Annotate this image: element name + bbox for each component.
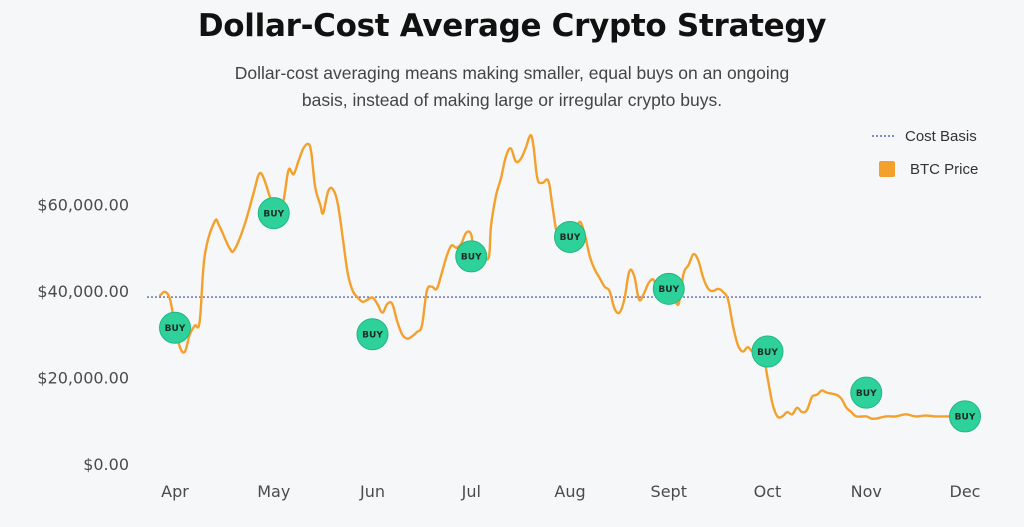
buy-marker-label: BUY — [658, 285, 679, 295]
x-tick-label: Jul — [461, 482, 481, 501]
buy-marker-label: BUY — [955, 413, 976, 423]
x-tick-label: Dec — [950, 482, 981, 501]
buy-marker-circle — [652, 272, 685, 305]
buy-marker: BUY — [652, 272, 685, 305]
buy-marker: BUY — [949, 400, 981, 433]
y-tick-label: $20,000.00 — [37, 369, 129, 388]
buy-marker: BUY — [554, 220, 586, 253]
buy-marker-label: BUY — [757, 348, 778, 358]
buy-marker: BUY — [751, 335, 784, 368]
buy-marker-circle — [554, 220, 586, 253]
x-tick-label: Sept — [651, 482, 687, 501]
buy-marker-circle — [356, 318, 389, 351]
buy-marker-circle — [257, 197, 290, 230]
buy-marker-label: BUY — [856, 389, 877, 399]
y-axis-ticks: $0.00 $20,000.00 $40,000.00 $60,000.00 — [37, 196, 129, 475]
legend: Cost Basis BTC Price — [872, 128, 978, 178]
buy-marker: BUY — [356, 318, 389, 351]
y-tick-label: $0.00 — [83, 455, 129, 474]
chart-title: Dollar-Cost Average Crypto Strategy — [197, 8, 827, 44]
x-tick-label: Apr — [161, 482, 189, 501]
x-tick-label: Jun — [359, 482, 385, 501]
subtitle-line-1: Dollar-cost averaging means making small… — [234, 63, 790, 83]
chart-subtitle: Dollar-cost averaging means making small… — [0, 60, 1024, 114]
buy-marker-circle — [949, 400, 981, 433]
buy-marker: BUY — [159, 311, 191, 344]
x-tick-label: May — [257, 482, 290, 501]
legend-btc-price-swatch — [879, 161, 895, 177]
x-tick-label: Nov — [851, 482, 882, 501]
buy-marker-circle — [850, 376, 883, 409]
buy-marker-label: BUY — [362, 330, 383, 340]
legend-btc-price-label: BTC Price — [910, 161, 978, 178]
x-axis-ticks: Apr May Jun Jul Aug Sept Oct Nov Dec — [161, 482, 980, 501]
y-tick-label: $40,000.00 — [37, 282, 129, 301]
buy-marker: BUY — [455, 240, 488, 273]
btc-price-line — [159, 134, 967, 421]
legend-cost-basis-label: Cost Basis — [905, 128, 977, 145]
buy-marker-label: BUY — [263, 209, 284, 219]
buy-marker-circle — [159, 311, 191, 344]
subtitle-line-2: basis, instead of making large or irregu… — [301, 90, 723, 110]
buy-marker-label: BUY — [461, 253, 482, 263]
y-tick-label: $60,000.00 — [37, 196, 129, 215]
buy-markers: BUY BUY BUY BUY BUY BUY BUY BUY BUY — [159, 197, 981, 433]
buy-marker-label: BUY — [560, 233, 581, 243]
buy-marker-circle — [751, 335, 784, 368]
buy-marker: BUY — [257, 197, 290, 230]
x-tick-label: Oct — [754, 482, 782, 501]
buy-marker: BUY — [850, 376, 883, 409]
buy-marker-circle — [455, 240, 488, 273]
buy-marker-label: BUY — [165, 324, 186, 334]
x-tick-label: Aug — [554, 482, 585, 501]
